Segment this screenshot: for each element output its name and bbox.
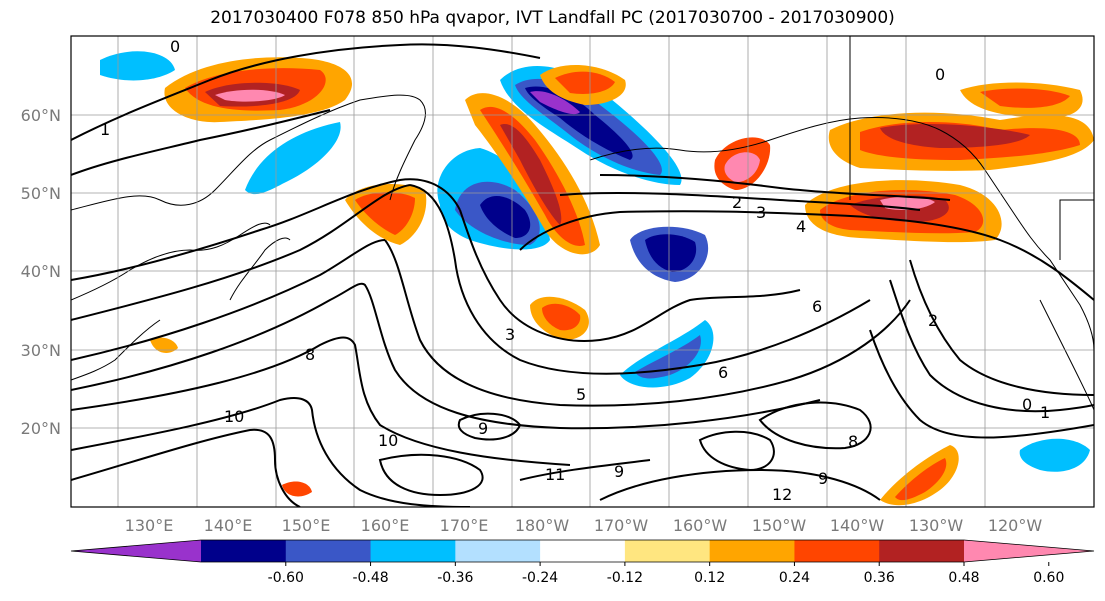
contour-label: 8 — [305, 345, 315, 364]
colorbar-segment — [455, 540, 541, 562]
contour-labels: 0 0 0 1 1 2 2 3 3 4 5 6 6 8 8 9 9 9 10 1… — [100, 37, 1050, 504]
colorbar-segment — [285, 540, 372, 562]
colorbar-tick-label: 0.60 — [1033, 570, 1064, 586]
contour-label: 0 — [935, 65, 945, 84]
lon-label: 170°W — [594, 516, 649, 535]
colorbar-tick-label: -0.60 — [268, 570, 304, 586]
colorbar-tick-label: -0.24 — [522, 570, 558, 586]
colorbar-extend-high — [964, 540, 1094, 562]
lon-label: 140°E — [204, 516, 253, 535]
colorbar-segment — [709, 540, 795, 562]
anomaly-patch — [215, 89, 285, 102]
anomaly-patch — [1019, 438, 1090, 472]
contour-label: 9 — [818, 469, 828, 488]
anomaly-patch — [355, 192, 415, 235]
lon-label: 160°E — [361, 516, 410, 535]
contour-label: 6 — [718, 363, 728, 382]
contour-label: 3 — [756, 203, 766, 222]
anomaly-patch — [555, 71, 615, 94]
colorbar-segment — [540, 540, 626, 562]
anomaly-patch — [542, 303, 581, 331]
contour-label: 11 — [545, 465, 565, 484]
colorbar: -0.60 -0.48 -0.36 -0.24 -0.12 0.12 0.24 0.36 0.4… — [70, 539, 1095, 586]
colorbar-tick-label: -0.36 — [437, 570, 473, 586]
lat-label: 60°N — [21, 106, 61, 125]
lat-label: 40°N — [21, 262, 61, 281]
anomaly-patch — [282, 481, 312, 497]
anomaly-patch — [500, 124, 562, 225]
map-border — [70, 35, 1095, 508]
contour-label: 5 — [576, 385, 586, 404]
colorbar-tick-label: -0.48 — [352, 570, 388, 586]
lon-label: 130°E — [125, 516, 174, 535]
graticule — [71, 36, 1094, 507]
contour-label: 1 — [100, 120, 110, 139]
colorbar-tick-label: -0.12 — [607, 570, 643, 586]
anomaly-patch — [480, 195, 531, 238]
contour-label: 10 — [378, 431, 398, 450]
contour-label: 9 — [478, 419, 488, 438]
contour-label: 12 — [772, 485, 792, 504]
anomaly-patch — [635, 335, 701, 379]
lon-label: 140°W — [830, 516, 885, 535]
anomaly-patch — [980, 88, 1070, 108]
colorbar-tick-label: 0.48 — [948, 570, 979, 586]
longitude-labels: 130°E 140°E 150°E 160°E 170°E 180°W 170°… — [125, 516, 1043, 535]
contour-label: 4 — [796, 217, 806, 236]
contour-label: 3 — [505, 325, 515, 344]
lon-label: 130°W — [909, 516, 964, 535]
map-content: 0 0 0 1 1 2 2 3 3 4 5 6 6 8 8 9 9 9 10 1… — [71, 36, 1094, 507]
contour-label: 2 — [928, 311, 938, 330]
lon-label: 120°W — [988, 516, 1043, 535]
latitude-labels: 60°N 50°N 40°N 30°N 20°N — [21, 106, 61, 438]
anomaly-patch — [100, 51, 175, 81]
lat-label: 50°N — [21, 184, 61, 203]
colorbar-tick-label: 0.36 — [864, 570, 895, 586]
colorbar-tick-label: 0.12 — [694, 570, 725, 586]
lon-label: 160°W — [673, 516, 728, 535]
lat-label: 30°N — [21, 341, 61, 360]
colorbar-segment — [794, 540, 880, 562]
coastlines — [71, 36, 1094, 411]
anomaly-patch — [880, 124, 1030, 148]
colorbar-segment — [201, 540, 287, 562]
colorbar-extend-low — [71, 540, 201, 562]
contour-label: 2 — [732, 193, 742, 212]
anomaly-patch — [530, 91, 580, 115]
lon-label: 180°W — [515, 516, 570, 535]
lon-label: 150°E — [282, 516, 331, 535]
anomaly-patch — [645, 234, 697, 272]
colorbar-outline — [70, 539, 1095, 563]
contour-label: 0 — [1022, 395, 1032, 414]
contour-label: 10 — [224, 407, 244, 426]
contour-label: 8 — [848, 432, 858, 451]
lon-label: 170°E — [440, 516, 489, 535]
contour-label: 6 — [812, 297, 822, 316]
colorbar-segment — [370, 540, 456, 562]
contour-label: 0 — [170, 37, 180, 56]
colorbar-segment — [624, 540, 711, 562]
lon-label: 150°W — [752, 516, 807, 535]
anomaly-patch — [724, 152, 760, 183]
lat-label: 20°N — [21, 419, 61, 438]
ivt-contours — [71, 43, 1094, 507]
contour-label: 9 — [614, 462, 624, 481]
anomaly-patch — [895, 458, 947, 501]
map-title: 2017030400 F078 850 hPa qvapor, IVT Land… — [210, 8, 895, 28]
anomaly-patch — [150, 337, 178, 353]
anomaly-patch — [245, 122, 341, 195]
colorbar-segment — [879, 540, 965, 562]
colorbar-tick-label: 0.24 — [779, 570, 810, 586]
contour-label: 1 — [1040, 403, 1050, 422]
